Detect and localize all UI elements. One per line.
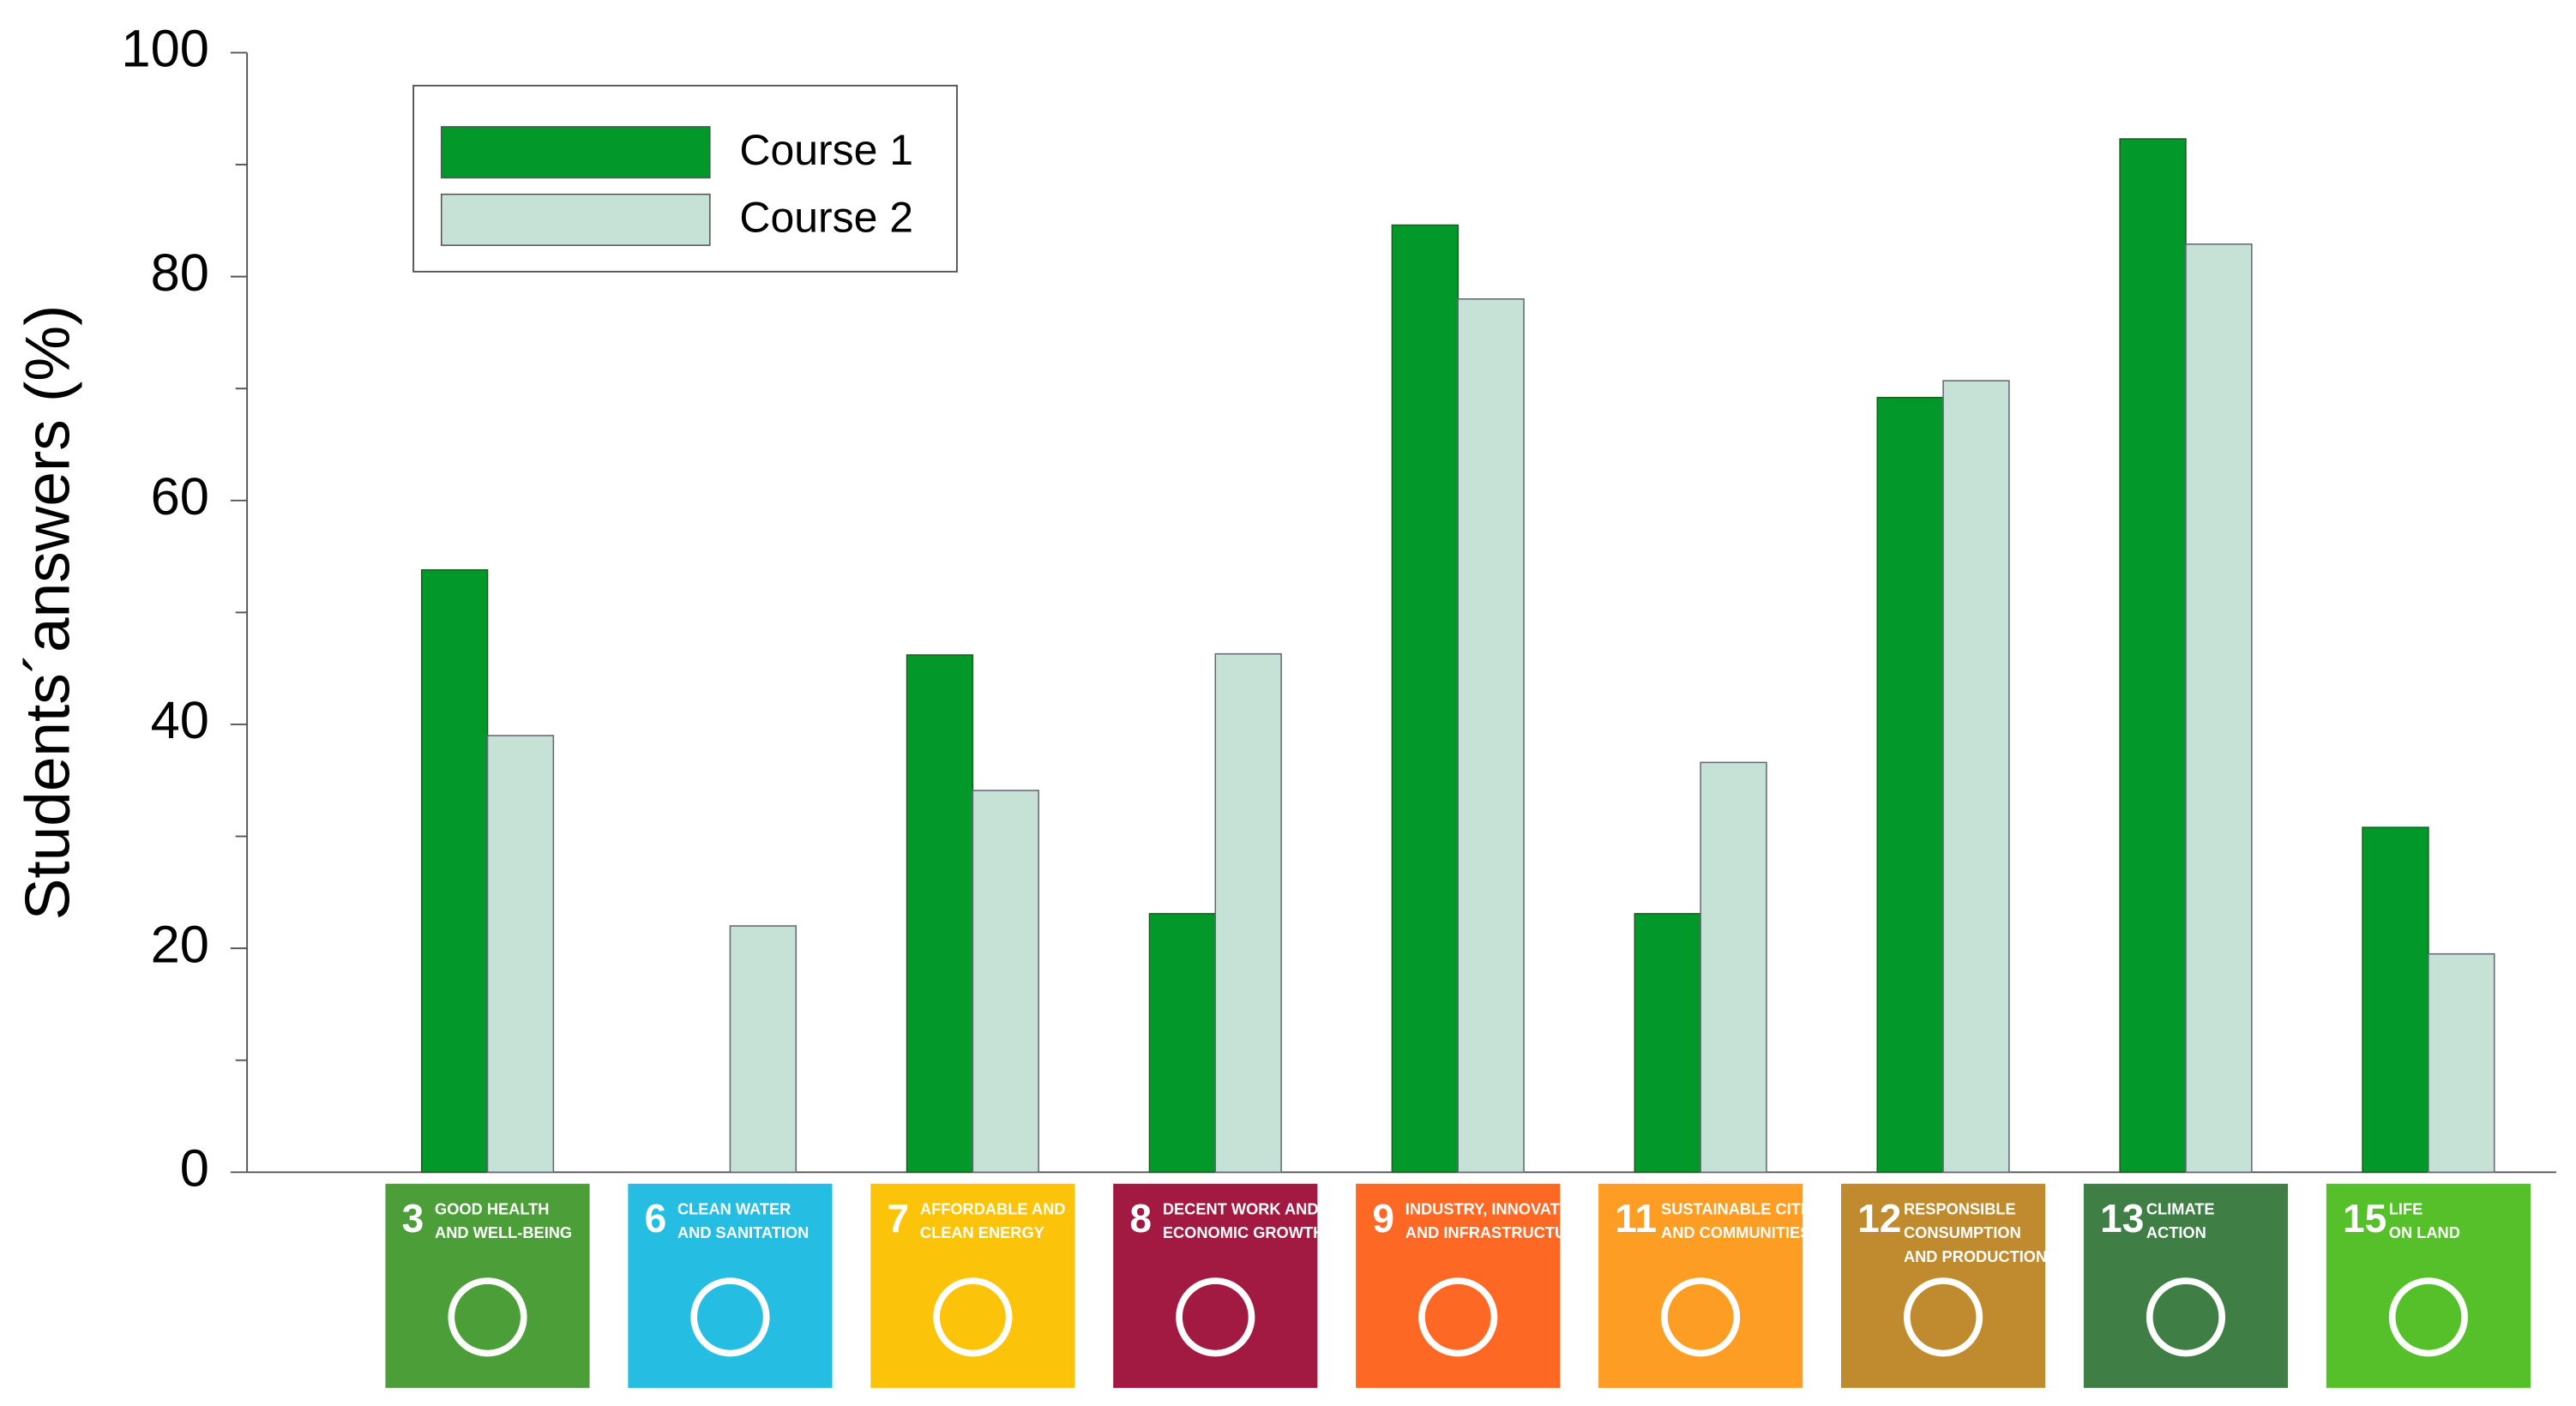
bar — [2428, 952, 2495, 1174]
bar — [1214, 652, 1282, 1174]
bar — [486, 735, 555, 1174]
legend-swatch — [440, 126, 711, 179]
y-tick-label: 100 — [121, 20, 209, 79]
sdg-title: INDUSTRY, INNOVATION — [1405, 1199, 1587, 1217]
bar — [2362, 826, 2429, 1174]
sdg-pictogram — [933, 1277, 1013, 1357]
bar — [906, 654, 974, 1174]
bar — [1876, 396, 1944, 1174]
sdg-title: CLIMATE — [2146, 1199, 2215, 1217]
y-tick-label: 20 — [151, 915, 209, 974]
bar — [420, 568, 489, 1174]
sdg-pictogram — [690, 1277, 770, 1357]
sdg-title: GOOD HEALTH — [435, 1199, 549, 1217]
sdg-pictogram — [1418, 1277, 1498, 1357]
y-tick-label: 60 — [151, 467, 209, 526]
y-axis-label: Students´answers (%) — [14, 305, 83, 921]
sdg-pictogram — [448, 1277, 527, 1357]
sdg-title: ON LAND — [2389, 1223, 2460, 1241]
bar — [1391, 224, 1459, 1174]
y-tick-label: 80 — [151, 243, 209, 303]
legend-label: Course 2 — [739, 194, 913, 242]
bar — [1634, 912, 1701, 1174]
sdg-title: CONSUMPTION — [1904, 1223, 2021, 1241]
bar — [1700, 761, 1767, 1174]
y-tick-label: 0 — [180, 1139, 209, 1199]
bar — [1942, 380, 2010, 1174]
sdg-number: 13 — [2100, 1196, 2144, 1241]
y-tick-label: 40 — [151, 691, 209, 750]
sdg-title: AFFORDABLE AND — [920, 1199, 1066, 1217]
sdg-number: 9 — [1372, 1196, 1394, 1241]
sdg-pictogram — [1176, 1277, 1255, 1357]
sdg-number: 6 — [645, 1196, 667, 1241]
sdg-title: AND WELL-BEING — [435, 1223, 572, 1241]
sdg-title: AND SANITATION — [677, 1223, 809, 1241]
sdg-title: ECONOMIC GROWTH — [1163, 1223, 1324, 1241]
legend-swatch — [440, 193, 711, 246]
sdg-number: 11 — [1615, 1196, 1657, 1241]
bar — [729, 925, 797, 1174]
sdg-title: CLEAN ENERGY — [920, 1223, 1044, 1241]
sdg-number: 3 — [402, 1196, 424, 1241]
sdg-pictogram — [1903, 1277, 1983, 1357]
bar — [2185, 243, 2253, 1174]
sdg-number: 7 — [887, 1196, 909, 1241]
sdg-title: DECENT WORK AND — [1163, 1199, 1319, 1217]
bar — [972, 790, 1039, 1174]
bar — [1457, 297, 1525, 1174]
sdg-number: 12 — [1857, 1196, 1901, 1241]
sdg-title: CLEAN WATER — [677, 1199, 791, 1217]
bar — [1148, 912, 1217, 1174]
sdg-pictogram — [2388, 1277, 2469, 1357]
sdg-title: AND INFRASTRUCTURE — [1405, 1223, 1588, 1241]
sdg-title: AND COMMUNITIES — [1661, 1223, 1810, 1241]
sdg-pictogram — [1661, 1277, 1741, 1357]
sdg-number: 8 — [1129, 1196, 1152, 1241]
sdg-pictogram — [2146, 1277, 2226, 1357]
sdg-title: LIFE — [2389, 1199, 2423, 1217]
sdg-title: ACTION — [2146, 1223, 2206, 1241]
sdg-title: AND PRODUCTION — [1904, 1247, 2047, 1265]
sdg-title: RESPONSIBLE — [1904, 1199, 2016, 1217]
bar — [2119, 138, 2187, 1174]
sdg-title: SUSTAINABLE CITIES — [1661, 1199, 1826, 1217]
legend-label: Course 1 — [739, 126, 913, 174]
sdg-number: 15 — [2343, 1196, 2386, 1241]
